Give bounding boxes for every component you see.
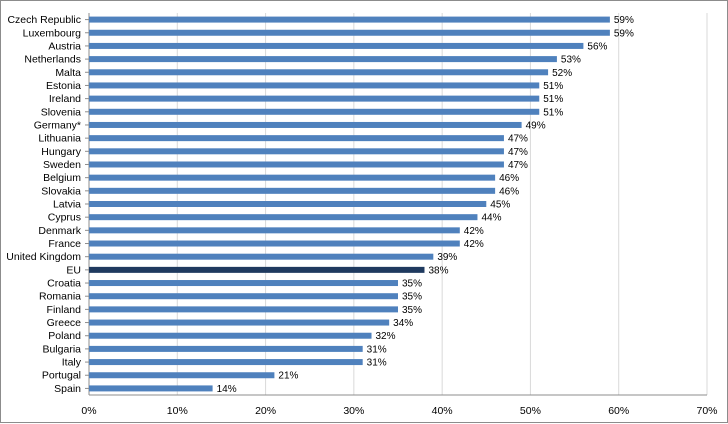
category-label: United Kingdom	[6, 251, 81, 263]
x-tick-label: 10%	[167, 405, 188, 417]
data-label: 14%	[217, 384, 237, 395]
bar	[89, 135, 504, 142]
bar	[89, 385, 213, 392]
data-label: 51%	[543, 81, 563, 92]
bar	[89, 121, 522, 128]
category-label: EU	[66, 264, 81, 276]
bar	[89, 253, 434, 260]
bar	[89, 82, 540, 89]
category-label: Portugal	[42, 370, 81, 382]
data-label: 21%	[278, 371, 298, 382]
data-label: 35%	[402, 292, 422, 303]
bar	[89, 16, 610, 23]
category-label: Spain	[54, 383, 81, 395]
category-label: Latvia	[53, 199, 81, 211]
bar	[89, 161, 504, 168]
data-label: 42%	[464, 226, 484, 237]
bar	[89, 293, 398, 300]
category-label: Finland	[47, 304, 82, 316]
data-label: 46%	[499, 186, 519, 197]
bar	[89, 266, 425, 273]
bar	[89, 332, 372, 339]
data-label: 47%	[508, 160, 528, 171]
data-label: 52%	[552, 68, 572, 79]
bar	[89, 148, 504, 155]
data-label: 59%	[614, 28, 634, 39]
category-label: Lithuania	[38, 133, 81, 145]
bar	[89, 306, 398, 313]
bar	[89, 345, 363, 352]
data-label: 45%	[490, 200, 510, 211]
category-label: Malta	[55, 67, 81, 79]
data-label: 49%	[526, 120, 546, 131]
category-label: Luxembourg	[23, 27, 82, 39]
data-label: 47%	[508, 134, 528, 145]
category-label: Sweden	[43, 159, 81, 171]
category-label: Poland	[48, 330, 81, 342]
data-label: 42%	[464, 239, 484, 250]
x-tick-label: 30%	[343, 405, 364, 417]
bar	[89, 95, 540, 102]
bar	[89, 56, 557, 63]
data-label: 51%	[543, 94, 563, 105]
x-tick-label: 40%	[432, 405, 453, 417]
category-label: Slovenia	[41, 106, 81, 118]
bar	[89, 174, 496, 181]
data-label: 44%	[481, 213, 501, 224]
category-label: France	[48, 238, 81, 250]
category-label: Italy	[62, 357, 82, 369]
bar	[89, 187, 496, 194]
data-label: 56%	[587, 41, 607, 52]
category-label: Belgium	[43, 172, 81, 184]
category-label: Austria	[48, 40, 81, 52]
x-tick-label: 50%	[520, 405, 541, 417]
category-label: Greece	[47, 317, 82, 329]
data-label: 46%	[499, 173, 519, 184]
category-label: Slovakia	[41, 185, 81, 197]
data-label: 39%	[437, 252, 457, 263]
data-label: 35%	[402, 279, 422, 290]
data-label: 53%	[561, 55, 581, 66]
category-label: Estonia	[46, 80, 81, 92]
data-label: 34%	[393, 318, 413, 329]
category-label: Hungary	[41, 146, 81, 158]
data-label: 51%	[543, 107, 563, 118]
bar	[89, 280, 398, 287]
bar	[89, 69, 549, 76]
category-label: Netherlands	[24, 54, 81, 66]
bar	[89, 240, 460, 247]
data-label: 47%	[508, 147, 528, 158]
category-label: Czech Republic	[7, 14, 81, 26]
data-label: 31%	[367, 344, 387, 355]
bar	[89, 29, 610, 36]
bar	[89, 201, 487, 207]
data-label: 59%	[614, 15, 634, 26]
bar	[89, 227, 460, 234]
data-label: 32%	[376, 331, 396, 342]
category-label: Cyprus	[48, 212, 81, 224]
x-tick-label: 20%	[255, 405, 276, 417]
x-tick-label: 0%	[81, 405, 96, 417]
category-label: Germany*	[34, 119, 81, 131]
bar	[89, 372, 275, 379]
category-label: Romania	[39, 291, 81, 303]
bar	[89, 42, 584, 49]
bar	[89, 319, 390, 326]
category-label: Denmark	[38, 225, 81, 237]
category-label: Ireland	[49, 93, 81, 105]
data-label: 38%	[428, 265, 448, 276]
x-tick-label: 60%	[608, 405, 629, 417]
bar	[89, 359, 363, 366]
category-label: Bulgaria	[42, 343, 81, 355]
data-label: 35%	[402, 305, 422, 316]
data-label: 31%	[367, 358, 387, 369]
bar	[89, 108, 540, 115]
x-tick-label: 70%	[696, 405, 717, 417]
category-label: Croatia	[47, 278, 81, 290]
bar	[89, 214, 478, 221]
